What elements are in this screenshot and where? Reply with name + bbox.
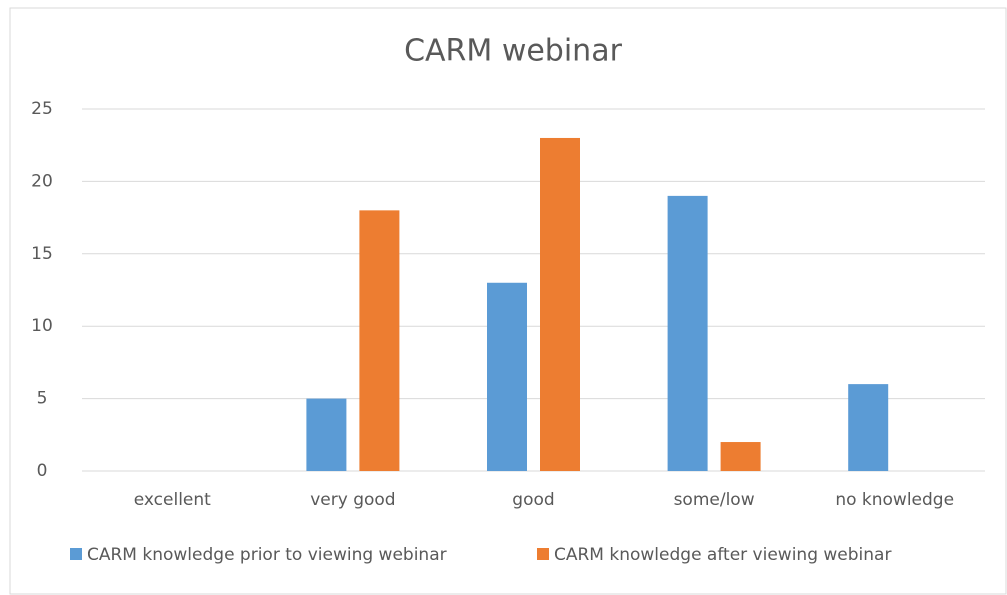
- y-tick-label: 15: [31, 244, 53, 264]
- x-tick-label: no knowledge: [835, 490, 954, 510]
- x-tick-label: excellent: [134, 490, 211, 510]
- bar: [359, 210, 400, 472]
- legend-swatch: [537, 548, 549, 560]
- y-tick-label: 10: [31, 316, 53, 336]
- bar: [487, 282, 527, 471]
- chart-title: CARM webinar: [404, 34, 623, 69]
- legend-label: CARM knowledge after viewing webinar: [554, 545, 891, 565]
- bar: [306, 398, 347, 471]
- x-tick-label: very good: [310, 490, 395, 510]
- bar: [848, 384, 889, 471]
- bar: [540, 137, 580, 471]
- legend-swatch: [70, 548, 82, 560]
- legend-label: CARM knowledge prior to viewing webinar: [87, 545, 447, 565]
- y-tick-label: 20: [31, 171, 53, 191]
- x-tick-label: good: [512, 490, 554, 510]
- x-tick-label: some/low: [674, 490, 755, 510]
- y-tick-label: 25: [31, 99, 53, 119]
- y-tick-label: 5: [37, 389, 48, 409]
- bar: [720, 442, 761, 471]
- y-tick-label: 0: [37, 461, 48, 481]
- bar: [667, 195, 708, 471]
